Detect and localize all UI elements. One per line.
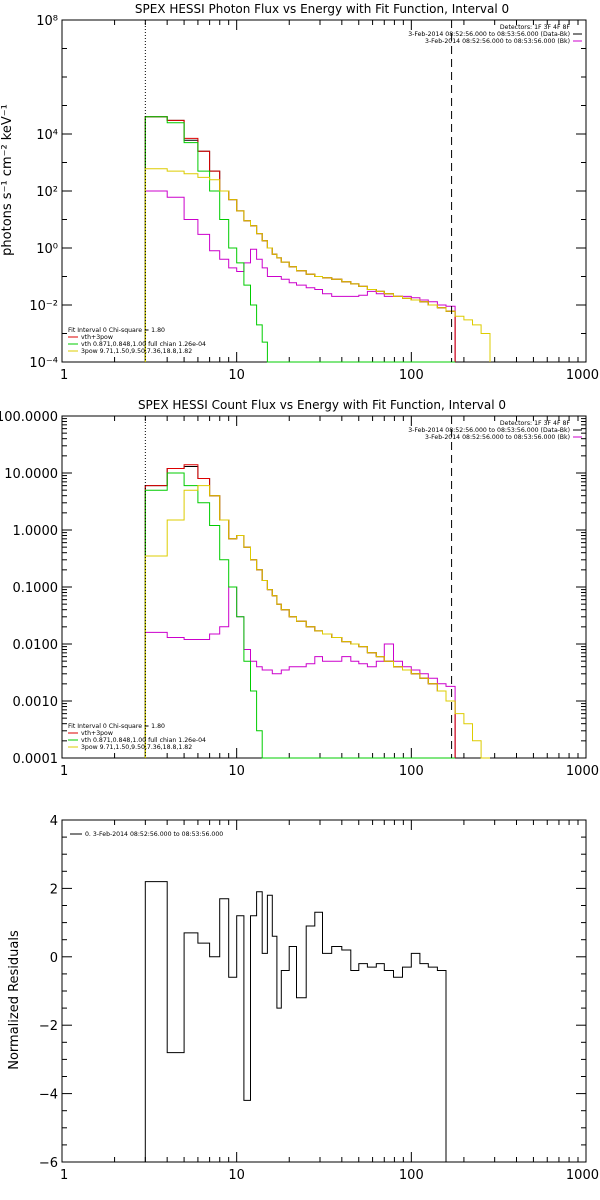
plot-frame — [61, 819, 587, 1163]
plot-frame — [61, 415, 587, 759]
x-tick-label: 100 — [399, 368, 424, 383]
series-3pow-line — [144, 168, 491, 362]
y-tick-label: 1.0000 — [13, 524, 59, 539]
y-tick-label: 0 — [50, 951, 58, 966]
count-flux-chart: SPEX HESSI Count Flux vs Energy with Fit… — [0, 398, 599, 779]
legend-label: 3pow 9.71,1.50,9.50,7.36,18.8,1.82 — [81, 348, 192, 355]
y-tick-label: 10⁰ — [36, 242, 58, 257]
header-text: 3-Feb-2014 08:52:56.000 to 08:53:56.000 … — [408, 31, 570, 38]
y-tick-label: 10⁻⁴ — [29, 356, 58, 371]
x-tick-label: 1 — [60, 764, 68, 779]
y-tick-label: 10⁻² — [29, 299, 58, 314]
x-tick-label: 100 — [399, 1168, 424, 1183]
x-tick-label: 1 — [60, 1168, 68, 1183]
x-tick-label: 10 — [228, 1168, 245, 1183]
x-tick-label: 1000 — [566, 764, 599, 779]
x-tick-label: 100 — [399, 764, 424, 779]
y-axis-label: photons s⁻¹ cm⁻² keV⁻¹ — [0, 104, 15, 256]
header-text: 3-Feb-2014 08:52:56.000 to 08:53:56.000 … — [425, 38, 570, 45]
series-vth-line — [144, 116, 456, 363]
x-tick-label: 10 — [228, 764, 245, 779]
legend-title: Fit Interval 0 Chi-square = 1.80 — [68, 723, 165, 730]
series-vth+3pow-line — [144, 464, 456, 758]
header-text: Detectors: 1F 3F 4F 8F — [500, 420, 571, 427]
y-tick-label: 0.0001 — [13, 752, 59, 767]
y-tick-label: 10⁴ — [36, 128, 58, 143]
x-tick-label: 1 — [60, 368, 68, 383]
y-tick-label: 100.0000 — [0, 410, 58, 425]
series-s0-line — [144, 881, 447, 1162]
header-text: 3-Feb-2014 08:52:56.000 to 08:53:56.000 … — [408, 427, 570, 434]
chart-title: SPEX HESSI Photon Flux vs Energy with Fi… — [135, 2, 509, 16]
y-tick-label: 0.0100 — [13, 638, 59, 653]
header-text: Detectors: 1F 3F 4F 8F — [500, 24, 571, 31]
y-tick-label: −6 — [39, 1156, 58, 1171]
legend-title: Fit Interval 0 Chi-square = 1.80 — [68, 327, 165, 334]
series-vth-line — [144, 472, 456, 759]
x-tick-label: 1000 — [566, 368, 599, 383]
y-tick-label: −4 — [39, 1088, 58, 1103]
legend-label: vth 0.871,0.848,1.00 full chian 1.26e-04 — [81, 737, 206, 744]
legend-label: vth+3pow — [81, 334, 113, 341]
residuals-chart: 1 10 100 1000 −6 −4 −2 0 2 4 0. 3-Feb-2014 08:52:5… — [7, 814, 599, 1183]
photon-flux-chart: SPEX HESSI Photon Flux vs Energy with Fi… — [0, 2, 599, 383]
series-data-bk-line — [144, 466, 456, 758]
chart-title: SPEX HESSI Count Flux vs Energy with Fit… — [138, 398, 506, 412]
y-tick-label: 10⁸ — [36, 14, 58, 29]
y-axis-label: Normalized Residuals — [7, 930, 22, 1070]
y-tick-label: 4 — [50, 814, 58, 829]
legend-label: 3pow 9.71,1.50,9.50,7.36,18.8,1.82 — [81, 744, 192, 751]
x-tick-label: 10 — [228, 368, 245, 383]
series-3pow-line — [144, 485, 490, 759]
y-tick-label: 2 — [50, 882, 58, 897]
header-text: 3-Feb-2014 08:52:56.000 to 08:53:56.000 … — [425, 434, 570, 441]
series-bk-line — [144, 190, 456, 362]
legend-label: vth+3pow — [81, 730, 113, 737]
y-tick-label: 10² — [36, 185, 58, 200]
series-vth+3pow-line — [144, 116, 456, 362]
x-tick-label: 1000 — [566, 1168, 599, 1183]
legend-label: vth 0.871,0.848,1.00 full chian 1.26e-04 — [81, 341, 206, 348]
y-tick-label: 10.0000 — [4, 467, 58, 482]
y-tick-label: −2 — [39, 1019, 58, 1034]
plot-frame — [61, 19, 587, 363]
y-tick-label: 0.0010 — [13, 695, 59, 710]
legend-label: 0. 3-Feb-2014 08:52:56.000 to 08:53:56.0… — [85, 831, 223, 838]
series-bk-line — [144, 586, 456, 758]
y-tick-label: 0.1000 — [13, 581, 59, 596]
series-data-bk-line — [144, 116, 456, 362]
